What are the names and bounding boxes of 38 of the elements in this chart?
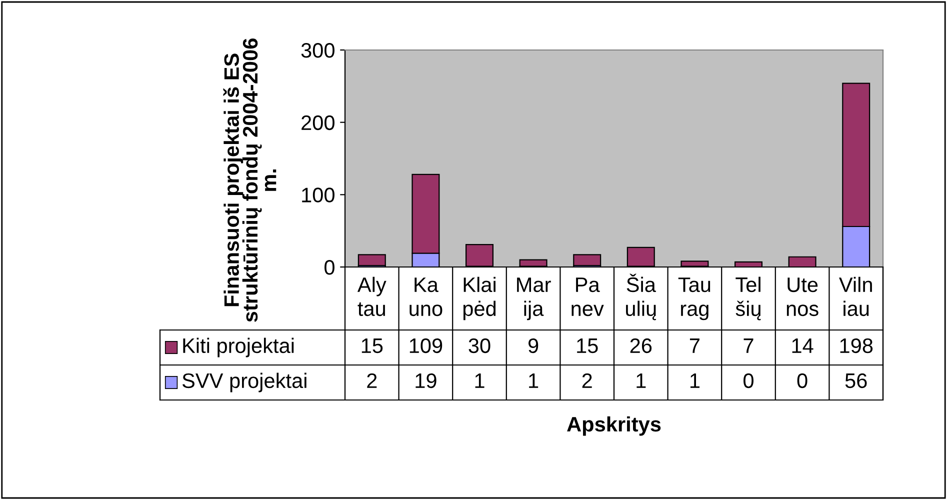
- data-label: 1: [529, 374, 538, 388]
- data-label: 15: [577, 338, 598, 354]
- data-label: 198: [840, 338, 873, 354]
- data-label: 30: [468, 338, 490, 354]
- x-tick-label: Ka uno: [410, 278, 442, 316]
- legend-label: SVV projektai: [182, 372, 306, 392]
- data-label: 19: [416, 373, 436, 388]
- y-tick-label: 300: [301, 43, 334, 58]
- x-tick-label: Ute nos: [786, 278, 818, 316]
- x-tick-label: Viln iau: [839, 276, 872, 316]
- data-label: 109: [410, 338, 442, 354]
- data-label: 2: [582, 373, 592, 388]
- x-tick-label: Klai pėd: [463, 276, 496, 320]
- data-label: 0: [797, 373, 808, 388]
- x-tick-label: Šia ulių: [626, 274, 656, 320]
- data-label: 1: [636, 374, 646, 388]
- y-tick-label: 100: [302, 188, 334, 202]
- data-label: 2: [367, 373, 377, 388]
- data-label: 7: [690, 338, 700, 353]
- data-label: 7: [744, 338, 754, 353]
- data-label: 56: [845, 373, 867, 388]
- y-axis-title: Finansuoti projektai iš ES struktūrinių fondų 2004-2006 m.: [223, 38, 276, 322]
- x-tick-label: Tel šių: [736, 276, 761, 320]
- data-label: 9: [528, 338, 538, 354]
- data-label: 0: [744, 373, 754, 388]
- data-label: 26: [630, 338, 652, 354]
- x-tick-label: Tau rag: [678, 278, 710, 320]
- data-label: 1: [690, 374, 700, 388]
- x-tick-label: Pa nev: [572, 278, 604, 316]
- y-tick-label: 200: [302, 115, 334, 130]
- data-label: 14: [792, 338, 814, 353]
- data-label: 1: [475, 374, 484, 388]
- y-tick-label: 0: [324, 260, 334, 275]
- x-axis-title: Apskritys: [567, 416, 661, 436]
- legend-label: Kiti projektai: [183, 338, 294, 358]
- x-tick-label: Mar ija: [517, 278, 551, 320]
- data-label: 15: [362, 338, 383, 354]
- x-tick-label: Aly tau: [357, 276, 386, 316]
